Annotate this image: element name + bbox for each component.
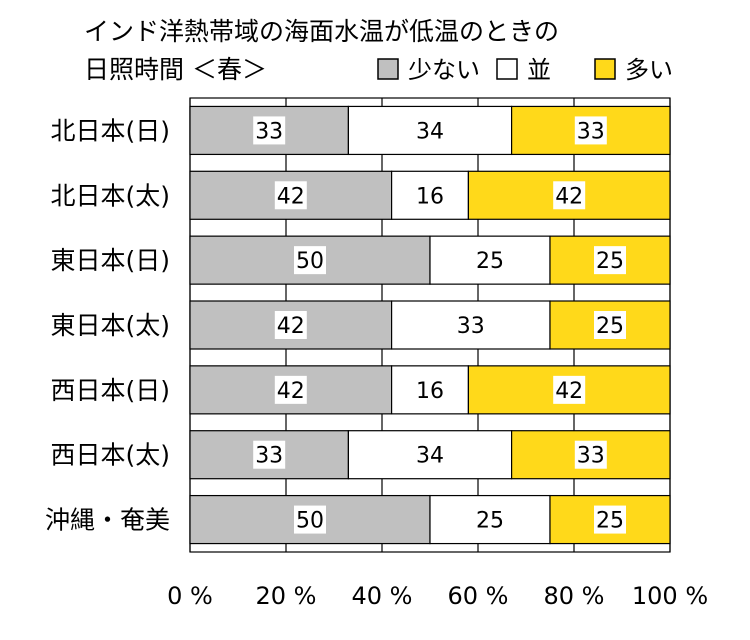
bar-segment	[549, 235, 671, 285]
data-label-box	[414, 116, 446, 145]
data-label-box	[553, 375, 586, 404]
data-label-box	[414, 181, 446, 210]
legend-swatch	[594, 58, 616, 80]
data-label: 33	[255, 119, 283, 144]
legend-label: 並	[527, 56, 551, 84]
x-tick-label: 60 %	[448, 582, 509, 610]
data-label: 50	[296, 249, 324, 274]
category-label: 西日本(太)	[50, 441, 170, 470]
category-label: 西日本(日)	[50, 376, 170, 405]
data-label: 42	[277, 379, 305, 404]
legend-swatch	[377, 58, 399, 80]
legend-label: 少ない	[408, 56, 480, 84]
x-tick-label: 80 %	[544, 582, 605, 610]
legend: 少ない 並 多い	[377, 56, 673, 84]
category-label: 沖縄・奄美	[45, 506, 170, 535]
data-label: 42	[555, 379, 583, 404]
bar-segment	[549, 494, 671, 545]
x-tick-label: 100 %	[632, 582, 708, 610]
category-label: 東日本(日)	[50, 246, 170, 275]
data-label-box	[274, 311, 307, 339]
data-label: 34	[416, 444, 444, 469]
data-label: 33	[577, 119, 605, 144]
data-label-box	[474, 505, 506, 534]
data-label-box	[454, 311, 487, 339]
data-label: 33	[457, 314, 485, 339]
data-label-box	[274, 181, 307, 210]
legend-swatch	[496, 58, 518, 80]
category-label: 北日本(日)	[50, 116, 170, 145]
legend-label: 多い	[625, 56, 673, 84]
data-label-box	[253, 440, 286, 469]
data-label-box	[253, 116, 286, 145]
data-label-box	[574, 116, 607, 145]
chart-title-line2: 日照時間 ＜春＞	[84, 55, 267, 84]
data-label: 25	[476, 249, 504, 274]
data-label: 33	[577, 444, 605, 469]
x-tick-label: 20 %	[256, 582, 317, 610]
data-label-box	[594, 246, 626, 275]
x-tick-label: 0 %	[167, 582, 213, 610]
data-label: 16	[416, 184, 444, 209]
plot-area: 0 % 20 % 40 % 60 % 80 % 100 % 北日本(日) 33 34 33 北日本(…	[45, 97, 708, 610]
data-label: 42	[555, 184, 583, 209]
category-label: 東日本(太)	[50, 311, 170, 340]
data-label-box	[294, 246, 326, 275]
data-label: 42	[277, 184, 305, 209]
x-tick-label: 40 %	[352, 582, 413, 610]
data-label-box	[594, 311, 626, 339]
data-label: 25	[596, 249, 624, 274]
data-label: 33	[255, 444, 283, 469]
data-label-box	[294, 505, 326, 534]
data-label: 25	[596, 509, 624, 534]
chart-title-line1: インド洋熱帯域の海面水温が低温のときの	[84, 17, 559, 46]
data-label: 25	[596, 314, 624, 339]
data-label-box	[414, 440, 446, 469]
data-label-box	[594, 505, 626, 534]
data-label: 50	[296, 509, 324, 534]
data-label-box	[274, 375, 307, 404]
data-label-box	[553, 181, 586, 210]
category-label: 北日本(太)	[50, 181, 170, 210]
data-label-box	[574, 440, 607, 469]
data-label-box	[414, 375, 446, 404]
data-label-box	[474, 246, 506, 275]
data-label: 16	[416, 379, 444, 404]
data-label: 42	[277, 314, 305, 339]
data-label: 34	[416, 119, 444, 144]
data-label: 25	[476, 509, 504, 534]
